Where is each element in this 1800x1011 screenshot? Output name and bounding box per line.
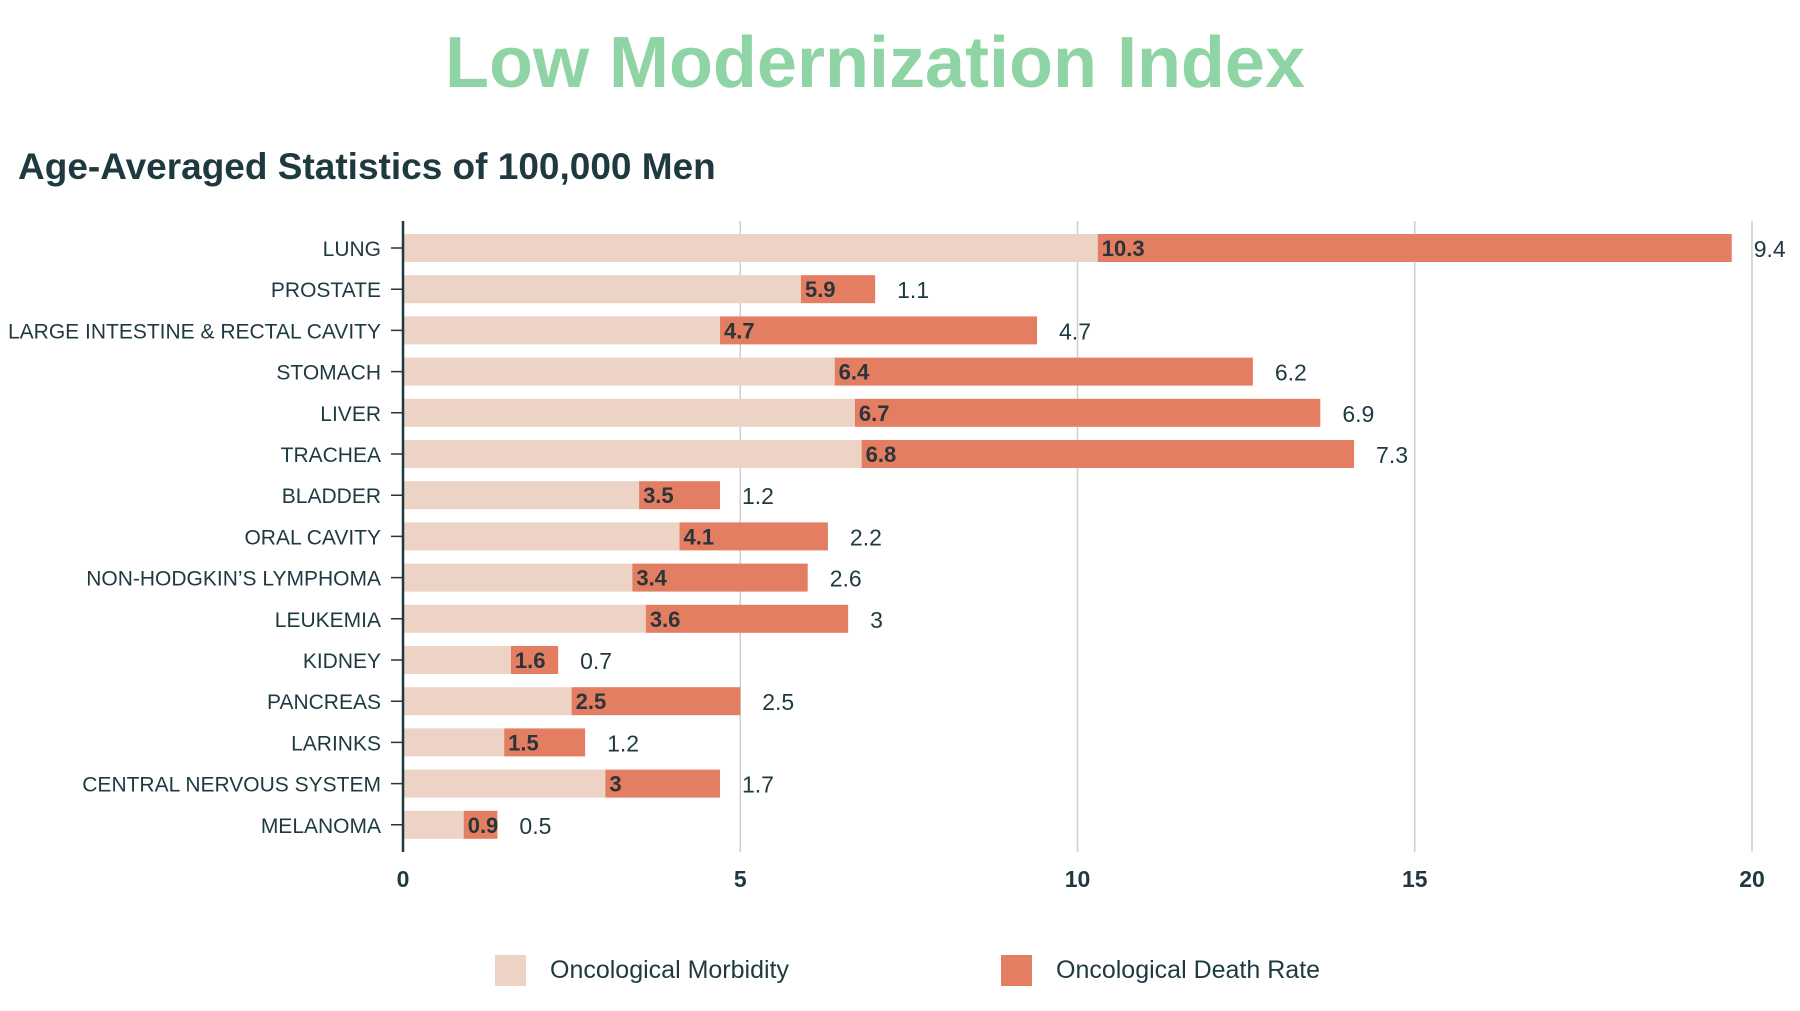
data-label-morbidity: 6.8 (866, 442, 897, 467)
bar-morbidity (403, 357, 835, 386)
data-label-morbidity: 3.4 (636, 566, 667, 591)
chart-subtitle: Age-Averaged Statistics of 100,000 Men (18, 146, 716, 187)
data-label-morbidity: 6.7 (859, 401, 890, 426)
bar-morbidity (403, 687, 572, 716)
data-label-morbidity: 4.1 (684, 524, 715, 549)
data-label-death-rate: 1.7 (742, 772, 774, 798)
bar-morbidity (403, 728, 505, 757)
data-label-death-rate: 2.5 (762, 689, 794, 715)
data-label-morbidity: 0.9 (468, 813, 499, 838)
data-label-morbidity: 6.4 (839, 360, 870, 385)
bar-death-rate (605, 769, 721, 798)
category-label: KIDNEY (303, 650, 381, 673)
bar-morbidity (403, 316, 721, 345)
data-label-death-rate: 6.9 (1342, 401, 1374, 427)
legend-swatch-morbidity (495, 955, 526, 986)
data-label-morbidity: 3.6 (650, 607, 681, 632)
category-label: NON-HODGKIN’S LYMPHOMA (86, 568, 381, 591)
bar-death-rate (1097, 234, 1732, 262)
data-label-death-rate: 3 (870, 607, 883, 633)
category-label: LARGE INTESTINE & RECTAL CAVITY (8, 320, 381, 343)
data-label-death-rate: 2.2 (850, 524, 882, 550)
bar-death-rate (571, 687, 741, 716)
category-label: STOMACH (276, 362, 381, 385)
bar-morbidity (403, 275, 801, 304)
data-label-morbidity: 1.5 (508, 730, 539, 755)
bar-morbidity (403, 522, 680, 551)
data-label-death-rate: 1.2 (607, 730, 639, 756)
data-label-morbidity: 10.3 (1102, 236, 1145, 261)
bar-death-rate (504, 728, 586, 757)
category-label: MELANOMA (261, 815, 381, 838)
data-label-morbidity: 2.5 (576, 689, 607, 714)
x-tick-label: 20 (1739, 866, 1765, 892)
legend-swatch-death-rate (1001, 955, 1032, 986)
data-label-death-rate: 6.2 (1275, 360, 1307, 386)
bar-morbidity (403, 769, 606, 798)
bar-chart: LUNG 10.3 9.4 PROSTATE 5.9 1.1 LARGE INTESTINE… (8, 221, 1786, 892)
bar-death-rate (632, 563, 808, 592)
bar-death-rate (679, 522, 828, 551)
x-tick-label: 15 (1402, 866, 1428, 892)
data-label-death-rate: 1.2 (742, 483, 774, 509)
category-label: LARINKS (291, 732, 381, 755)
data-label-death-rate: 0.5 (519, 813, 551, 839)
category-label: LEUKEMIA (275, 609, 381, 632)
bar-death-rate (854, 398, 1321, 427)
bar-death-rate (639, 481, 721, 510)
category-label: LUNG (323, 238, 381, 261)
data-label-morbidity: 4.7 (724, 318, 755, 343)
data-label-death-rate: 1.1 (897, 277, 929, 303)
category-label: ORAL CAVITY (244, 526, 381, 549)
category-label: PROSTATE (271, 279, 381, 302)
data-label-death-rate: 9.4 (1754, 236, 1786, 262)
category-label: LIVER (320, 403, 381, 426)
bar-death-rate (645, 604, 849, 633)
data-label-death-rate: 2.6 (830, 566, 862, 592)
data-label-morbidity: 3.5 (643, 483, 674, 508)
bar-death-rate (720, 316, 1038, 345)
legend-label-death-rate: Oncological Death Rate (1056, 956, 1321, 984)
chart-title: Low Modernization Index (445, 23, 1305, 103)
category-label: PANCREAS (267, 691, 381, 714)
x-tick-label: 0 (397, 866, 410, 892)
bar-morbidity (403, 440, 862, 468)
bar-morbidity (403, 398, 855, 427)
data-label-death-rate: 4.7 (1059, 318, 1091, 344)
x-tick-label: 10 (1065, 866, 1091, 892)
legend-item-morbidity: Oncological Morbidity (495, 955, 789, 986)
bar-morbidity (403, 646, 511, 674)
data-label-death-rate: 0.7 (580, 648, 612, 674)
data-label-morbidity: 5.9 (805, 277, 836, 302)
category-label: TRACHEA (281, 444, 381, 467)
category-label: CENTRAL NERVOUS SYSTEM (82, 774, 381, 797)
legend-item-death-rate: Oncological Death Rate (1001, 955, 1320, 986)
bar-death-rate (510, 646, 559, 674)
bar-morbidity (403, 234, 1098, 262)
bar-death-rate (861, 440, 1355, 468)
bar-morbidity (403, 604, 646, 633)
category-label: BLADDER (282, 485, 381, 508)
data-label-death-rate: 7.3 (1376, 442, 1408, 468)
data-label-morbidity: 3 (609, 772, 621, 797)
bar-morbidity (403, 563, 633, 592)
bar-death-rate (800, 275, 876, 304)
legend-label-morbidity: Oncological Morbidity (550, 956, 789, 984)
bar-morbidity (403, 810, 464, 839)
bar-death-rate (463, 810, 498, 839)
x-tick-label: 5 (734, 866, 747, 892)
bar-morbidity (403, 481, 640, 510)
bar-death-rate (834, 357, 1253, 386)
data-label-morbidity: 1.6 (515, 648, 546, 673)
